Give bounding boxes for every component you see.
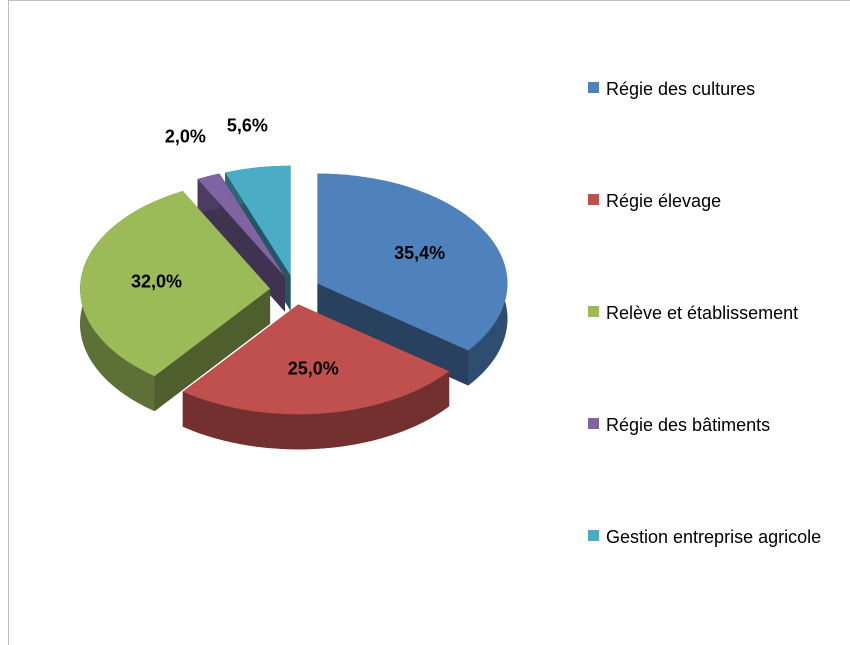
slice-side <box>182 371 450 450</box>
legend-item: Régie élevage <box>588 188 834 215</box>
legend-swatch <box>588 194 599 205</box>
data-label: 32,0% <box>131 272 182 292</box>
legend-item: Régie des cultures <box>588 76 834 103</box>
pie-slice <box>182 304 450 450</box>
data-label: 35,4% <box>394 243 445 263</box>
pie-slice <box>80 191 271 412</box>
legend-swatch <box>588 306 599 317</box>
slice-top <box>225 165 291 276</box>
legend-item: Gestion entreprise agricole <box>588 524 834 551</box>
legend-label: Relève et établissement <box>606 303 799 323</box>
data-label: 25,0% <box>288 359 339 379</box>
slice-top <box>317 173 508 351</box>
legend-label: Régie élevage <box>606 191 722 211</box>
legend-swatch <box>588 82 599 93</box>
slice-top <box>197 173 285 277</box>
legend-item: Relève et établissement <box>588 300 834 327</box>
slice-wall <box>197 179 285 312</box>
slice-wall <box>317 283 469 386</box>
legend-label: Régie des cultures <box>606 79 756 99</box>
legend-item: Régie des bâtiments <box>588 412 834 439</box>
slice-wall <box>154 288 271 412</box>
legend-label: Gestion entreprise agricole <box>606 527 822 547</box>
slice-top <box>80 191 271 377</box>
slice-top <box>182 304 450 415</box>
legend-label: Régie des bâtiments <box>606 415 771 435</box>
pie-slice <box>317 173 508 386</box>
data-label: 5,6% <box>227 116 268 136</box>
legend-swatch <box>588 418 599 429</box>
data-label: 2,0% <box>165 127 206 147</box>
legend-swatch <box>588 530 599 541</box>
frame <box>8 0 850 645</box>
